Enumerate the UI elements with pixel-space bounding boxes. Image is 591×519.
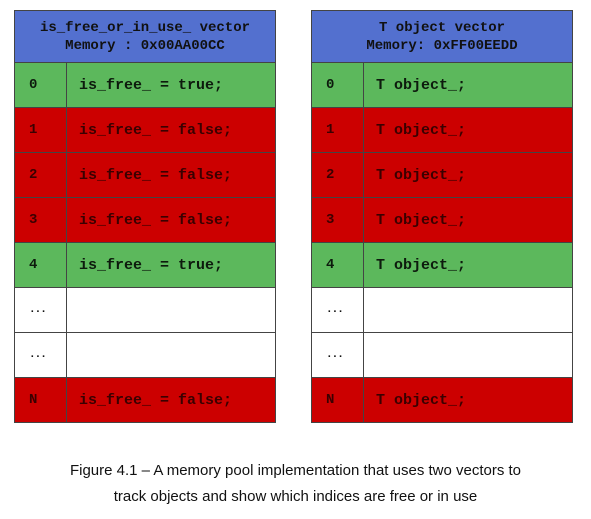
row-index: 0 — [312, 63, 364, 107]
row-index: ... — [312, 333, 364, 377]
row-index: 1 — [15, 108, 67, 152]
row-index: ... — [15, 333, 67, 377]
is-free-vector-table: is_free_or_in_use_ vector Memory : 0x00A… — [14, 10, 276, 423]
is-free-vector-rows: 0 is_free_ = true; 1 is_free_ = false; 2 is_f… — [15, 63, 275, 422]
row-value: T object_; — [376, 76, 467, 94]
caption-line-2: track objects and show which indices are… — [113, 488, 478, 505]
row-value: is_free_ = false; — [79, 391, 233, 409]
row-value: T object_; — [376, 391, 467, 409]
table-row: ... — [15, 333, 275, 378]
row-value: is_free_ = false; — [79, 166, 233, 184]
row-index: 2 — [15, 153, 67, 197]
is-free-vector-title: is_free_or_in_use_ vector — [39, 19, 251, 36]
table-row: 0 is_free_ = true; — [15, 63, 275, 108]
object-vector-memory-address: Memory: 0xFF00EEDD — [366, 37, 518, 54]
row-index: 2 — [312, 153, 364, 197]
row-value — [67, 288, 275, 332]
table-row: ... — [15, 288, 275, 333]
row-index: 0 — [15, 63, 67, 107]
table-row: 3 T object_; — [312, 198, 572, 243]
row-value: T object_; — [376, 121, 467, 139]
table-row: 3 is_free_ = false; — [15, 198, 275, 243]
row-index: 1 — [312, 108, 364, 152]
row-index: 3 — [15, 198, 67, 242]
table-row: ... — [312, 333, 572, 378]
table-row: N T object_; — [312, 378, 572, 422]
row-value — [67, 333, 275, 377]
table-row: 4 is_free_ = true; — [15, 243, 275, 288]
is-free-vector-header: is_free_or_in_use_ vector Memory : 0x00A… — [15, 11, 275, 63]
object-vector-title: T object vector — [378, 19, 506, 36]
row-value: is_free_ = true; — [79, 76, 224, 94]
row-value: is_free_ = false; — [79, 121, 233, 139]
row-value — [364, 333, 572, 377]
row-value: is_free_ = true; — [79, 256, 224, 274]
table-row: 4 T object_; — [312, 243, 572, 288]
table-row: 1 is_free_ = false; — [15, 108, 275, 153]
row-value: T object_; — [376, 166, 467, 184]
row-value: T object_; — [376, 256, 467, 274]
row-value — [364, 288, 572, 332]
is-free-vector-memory-address: Memory : 0x00AA00CC — [65, 37, 225, 54]
row-index: N — [15, 378, 67, 422]
table-row: 0 T object_; — [312, 63, 572, 108]
row-index: 4 — [312, 243, 364, 287]
table-row: 1 T object_; — [312, 108, 572, 153]
row-index: N — [312, 378, 364, 422]
row-index: ... — [312, 288, 364, 332]
row-index: 3 — [312, 198, 364, 242]
row-value: is_free_ = false; — [79, 211, 233, 229]
row-value: T object_; — [376, 211, 467, 229]
table-row: 2 is_free_ = false; — [15, 153, 275, 198]
table-row: 2 T object_; — [312, 153, 572, 198]
object-vector-header: T object vector Memory: 0xFF00EEDD — [312, 11, 572, 63]
figure-caption: Figure 4.1 – A memory pool implementatio… — [0, 458, 591, 510]
caption-line-1: Figure 4.1 – A memory pool implementatio… — [69, 462, 522, 479]
row-index: ... — [15, 288, 67, 332]
object-vector-rows: 0 T object_; 1 T object_; 2 T object_; 3 T obje… — [312, 63, 572, 422]
table-row: ... — [312, 288, 572, 333]
row-index: 4 — [15, 243, 67, 287]
